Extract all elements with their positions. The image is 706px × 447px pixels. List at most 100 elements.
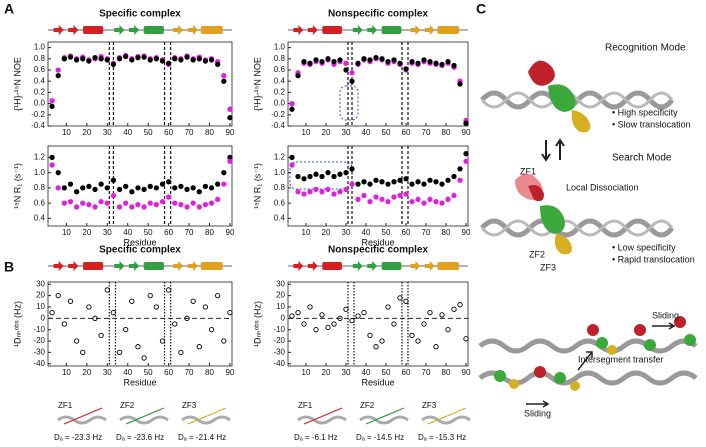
data-point xyxy=(325,186,331,193)
data-point xyxy=(227,114,233,121)
x-tick-label: 40 xyxy=(362,368,371,377)
data-point xyxy=(215,196,221,202)
data-point xyxy=(123,200,129,206)
data-point xyxy=(55,67,61,73)
x-tick-label: 20 xyxy=(82,128,91,137)
x-tick-label: 10 xyxy=(62,128,71,137)
tensor-axis xyxy=(427,407,467,425)
x-tick-label: 60 xyxy=(402,368,411,377)
data-point xyxy=(98,332,104,339)
x-tick-label: 10 xyxy=(302,228,311,237)
data-point xyxy=(61,185,68,191)
data-point xyxy=(215,181,221,187)
data-point xyxy=(421,181,427,187)
structure-label: Local Dissociation xyxy=(566,182,639,192)
data-point xyxy=(92,315,98,321)
strand xyxy=(410,261,421,271)
x-tick-label: 60 xyxy=(164,228,173,237)
data-point xyxy=(172,321,178,327)
mode-arrows xyxy=(541,138,565,162)
data-point xyxy=(49,154,55,161)
data-point xyxy=(221,170,227,176)
data-point xyxy=(55,185,61,191)
data-point xyxy=(385,181,391,187)
data-point xyxy=(451,192,457,199)
y-tick-label: 0.6 xyxy=(34,198,46,207)
data-point xyxy=(433,344,439,350)
x-tick-label: 70 xyxy=(185,228,194,237)
data-point xyxy=(227,106,233,112)
x-tick-label: 20 xyxy=(322,228,331,237)
y-tick-label: 30 xyxy=(276,279,285,288)
data-point xyxy=(123,183,129,190)
data-point xyxy=(415,179,421,185)
data-point xyxy=(295,309,301,316)
strand xyxy=(367,261,378,271)
panel-label: B xyxy=(4,259,14,275)
x-tick-label: 50 xyxy=(144,128,153,137)
strand xyxy=(114,25,125,35)
x-tick-label: 10 xyxy=(302,128,311,137)
data-point xyxy=(202,183,209,190)
dna-inset xyxy=(119,415,169,425)
da-label: Dₐ = -21.4 Hz xyxy=(178,433,226,442)
x-tick-label: 10 xyxy=(62,228,71,237)
strand xyxy=(128,261,140,271)
y-tick-label: 0.2 xyxy=(34,88,46,97)
strand xyxy=(352,25,363,35)
data-point xyxy=(427,309,433,316)
x-tick-label: 40 xyxy=(123,228,132,237)
x-tick-label: 60 xyxy=(164,128,173,137)
mode-title: Search Mode xyxy=(612,153,672,164)
data-point xyxy=(123,327,129,333)
y-tick-label: 0.6 xyxy=(274,65,286,74)
data-point xyxy=(415,196,421,202)
y-tick-label: -0.4 xyxy=(271,121,285,130)
strand xyxy=(68,25,79,35)
chart-title: Nonspecific complex xyxy=(328,245,428,256)
data-point xyxy=(409,181,415,187)
data-point xyxy=(439,61,445,68)
data-point xyxy=(289,313,295,319)
data-point xyxy=(295,173,301,180)
x-tick-label: 30 xyxy=(103,368,112,377)
strand xyxy=(293,261,304,271)
data-point xyxy=(67,181,74,187)
x-tick-label: 70 xyxy=(422,228,431,237)
highlight-box xyxy=(289,161,353,190)
data-point xyxy=(178,202,184,208)
chart-title: Specific complex xyxy=(99,245,181,256)
tensor-axis xyxy=(303,407,343,425)
data-point xyxy=(355,181,361,187)
data-point xyxy=(379,56,385,62)
data-point xyxy=(159,181,166,187)
x-tick-label: 60 xyxy=(164,368,173,377)
x-tick-label: 20 xyxy=(322,128,331,137)
da-label: Dₐ = -15.3 Hz xyxy=(418,433,466,442)
transfer-label: Sliding xyxy=(524,408,551,418)
y-tick-label: -0.4 xyxy=(31,121,45,130)
data-point xyxy=(349,78,355,84)
da-label: Dₐ = -14.5 Hz xyxy=(356,433,404,442)
data-point xyxy=(208,57,215,63)
x-tick-label: 10 xyxy=(62,368,71,377)
data-point xyxy=(439,200,445,206)
x-tick-label: 60 xyxy=(402,228,411,237)
data-point xyxy=(313,171,319,177)
data-point xyxy=(403,191,409,197)
data-point xyxy=(116,186,123,193)
y-tick-label: 0 xyxy=(41,313,46,322)
strand xyxy=(187,261,199,271)
data-point xyxy=(73,338,80,344)
data-point xyxy=(343,306,349,312)
data-point xyxy=(301,58,307,65)
data-point xyxy=(409,332,415,339)
da-label: Dₐ = -23.3 Hz xyxy=(54,433,102,442)
data-point xyxy=(80,349,86,356)
data-point xyxy=(289,100,295,107)
data-point xyxy=(331,58,337,65)
data-point xyxy=(92,204,98,210)
data-point xyxy=(104,185,110,191)
data-point xyxy=(421,321,427,327)
